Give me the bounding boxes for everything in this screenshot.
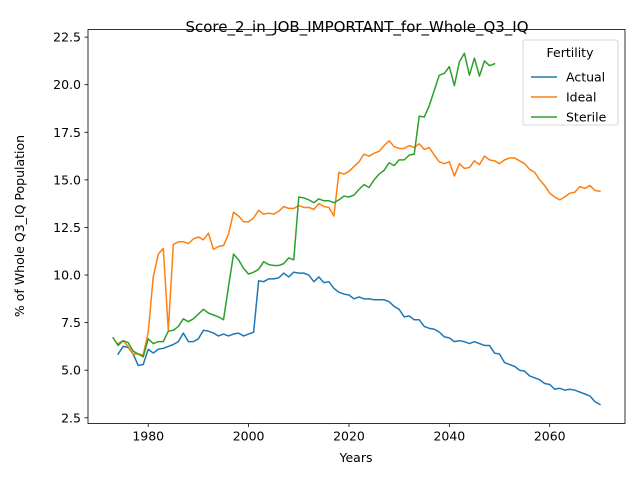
legend-label-sterile: Sterile — [566, 110, 607, 125]
x-tick-label: 2000 — [233, 429, 265, 444]
legend-label-actual: Actual — [566, 70, 605, 85]
x-tick-label: 2060 — [534, 429, 566, 444]
plot-frame — [87, 29, 626, 424]
y-tick-label: 22.5 — [53, 30, 81, 45]
y-tick-label: 15.0 — [53, 172, 81, 187]
y-tick-label: 17.5 — [53, 125, 81, 140]
y-axis-ticks: 2.5 5.0 7.5 10.0 12.5 15.0 17.5 20.0 22.5 — [53, 30, 88, 425]
x-tick-label: 2020 — [333, 429, 365, 444]
y-tick-label: 2.5 — [61, 410, 81, 425]
y-tick-label: 5.0 — [61, 363, 81, 378]
y-tick-label: 7.5 — [61, 315, 81, 330]
y-tick-label: 10.0 — [53, 268, 81, 283]
legend-label-ideal: Ideal — [566, 90, 596, 105]
y-tick-label: 12.5 — [53, 220, 81, 235]
x-axis-label: Years — [339, 450, 373, 465]
chart-title: Score_2_in_JOB_IMPORTANT_for_Whole_Q3_IQ — [185, 18, 528, 37]
x-tick-label: 2040 — [433, 429, 465, 444]
x-tick-label: 1980 — [132, 429, 164, 444]
series-line-actual — [117, 271, 601, 406]
series-layer — [112, 52, 601, 406]
x-axis-ticks: 1980 2000 2020 2040 2060 — [132, 423, 566, 444]
legend-title: Fertility — [547, 45, 595, 60]
y-tick-label: 20.0 — [53, 77, 81, 92]
legend-box — [522, 39, 619, 126]
series-line-ideal — [117, 140, 601, 356]
series-line-sterile — [112, 52, 496, 358]
legend: Fertility Actual Ideal Sterile — [522, 39, 619, 126]
y-axis-label: % of Whole Q3_IQ Population — [12, 135, 27, 317]
legend-items: Actual Ideal Sterile — [531, 70, 607, 125]
